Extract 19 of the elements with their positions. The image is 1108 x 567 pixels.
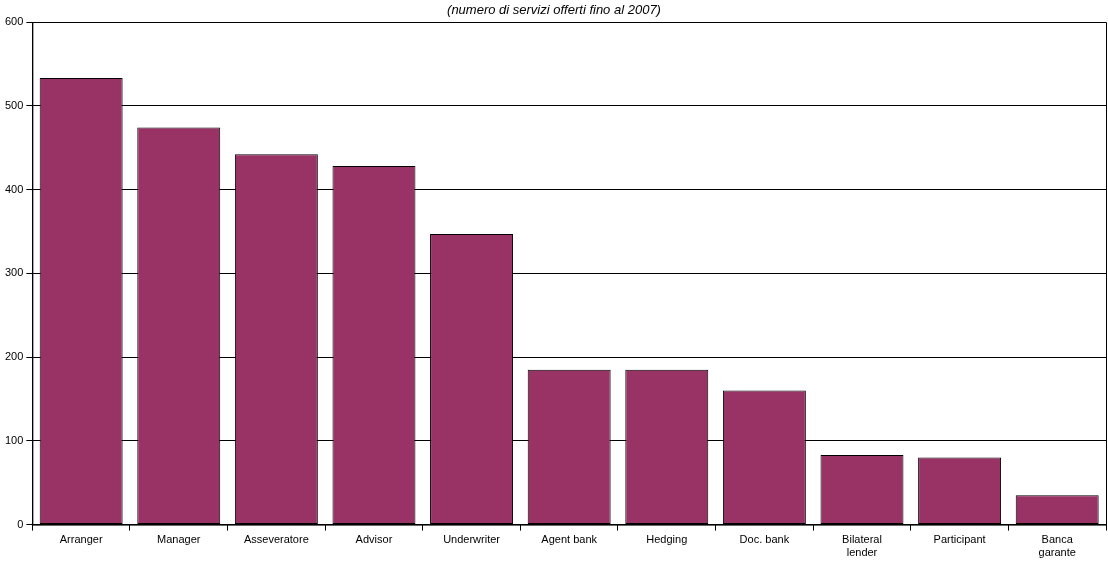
y-tick-label: 300 — [4, 266, 24, 279]
x-tick-label: Hedging — [646, 533, 688, 546]
chart-title: (numero di servizi offerti fino al 2007) — [446, 2, 662, 17]
x-tick-label: Doc. bank — [739, 533, 790, 546]
y-tick-label: 500 — [4, 98, 24, 111]
y-tick-label: 100 — [4, 433, 24, 446]
x-tick-label: Participant — [933, 533, 986, 546]
y-tick-label: 200 — [4, 350, 24, 363]
x-tick-label: Advisor — [355, 533, 393, 546]
x-tick-label: Bilateral lender — [842, 533, 882, 559]
y-tick-label: 0 — [17, 517, 24, 530]
x-tick-label: Banca garante — [1038, 533, 1076, 559]
y-tick-label: 600 — [4, 15, 24, 28]
x-tick-label: Underwriter — [443, 533, 501, 546]
y-tick-label: 400 — [4, 182, 24, 195]
x-tick-label: Asseveratore — [243, 533, 309, 546]
x-tick-label: Manager — [157, 533, 201, 546]
x-tick-label: Arranger — [59, 533, 103, 546]
x-tick-label: Agent bank — [541, 533, 598, 546]
